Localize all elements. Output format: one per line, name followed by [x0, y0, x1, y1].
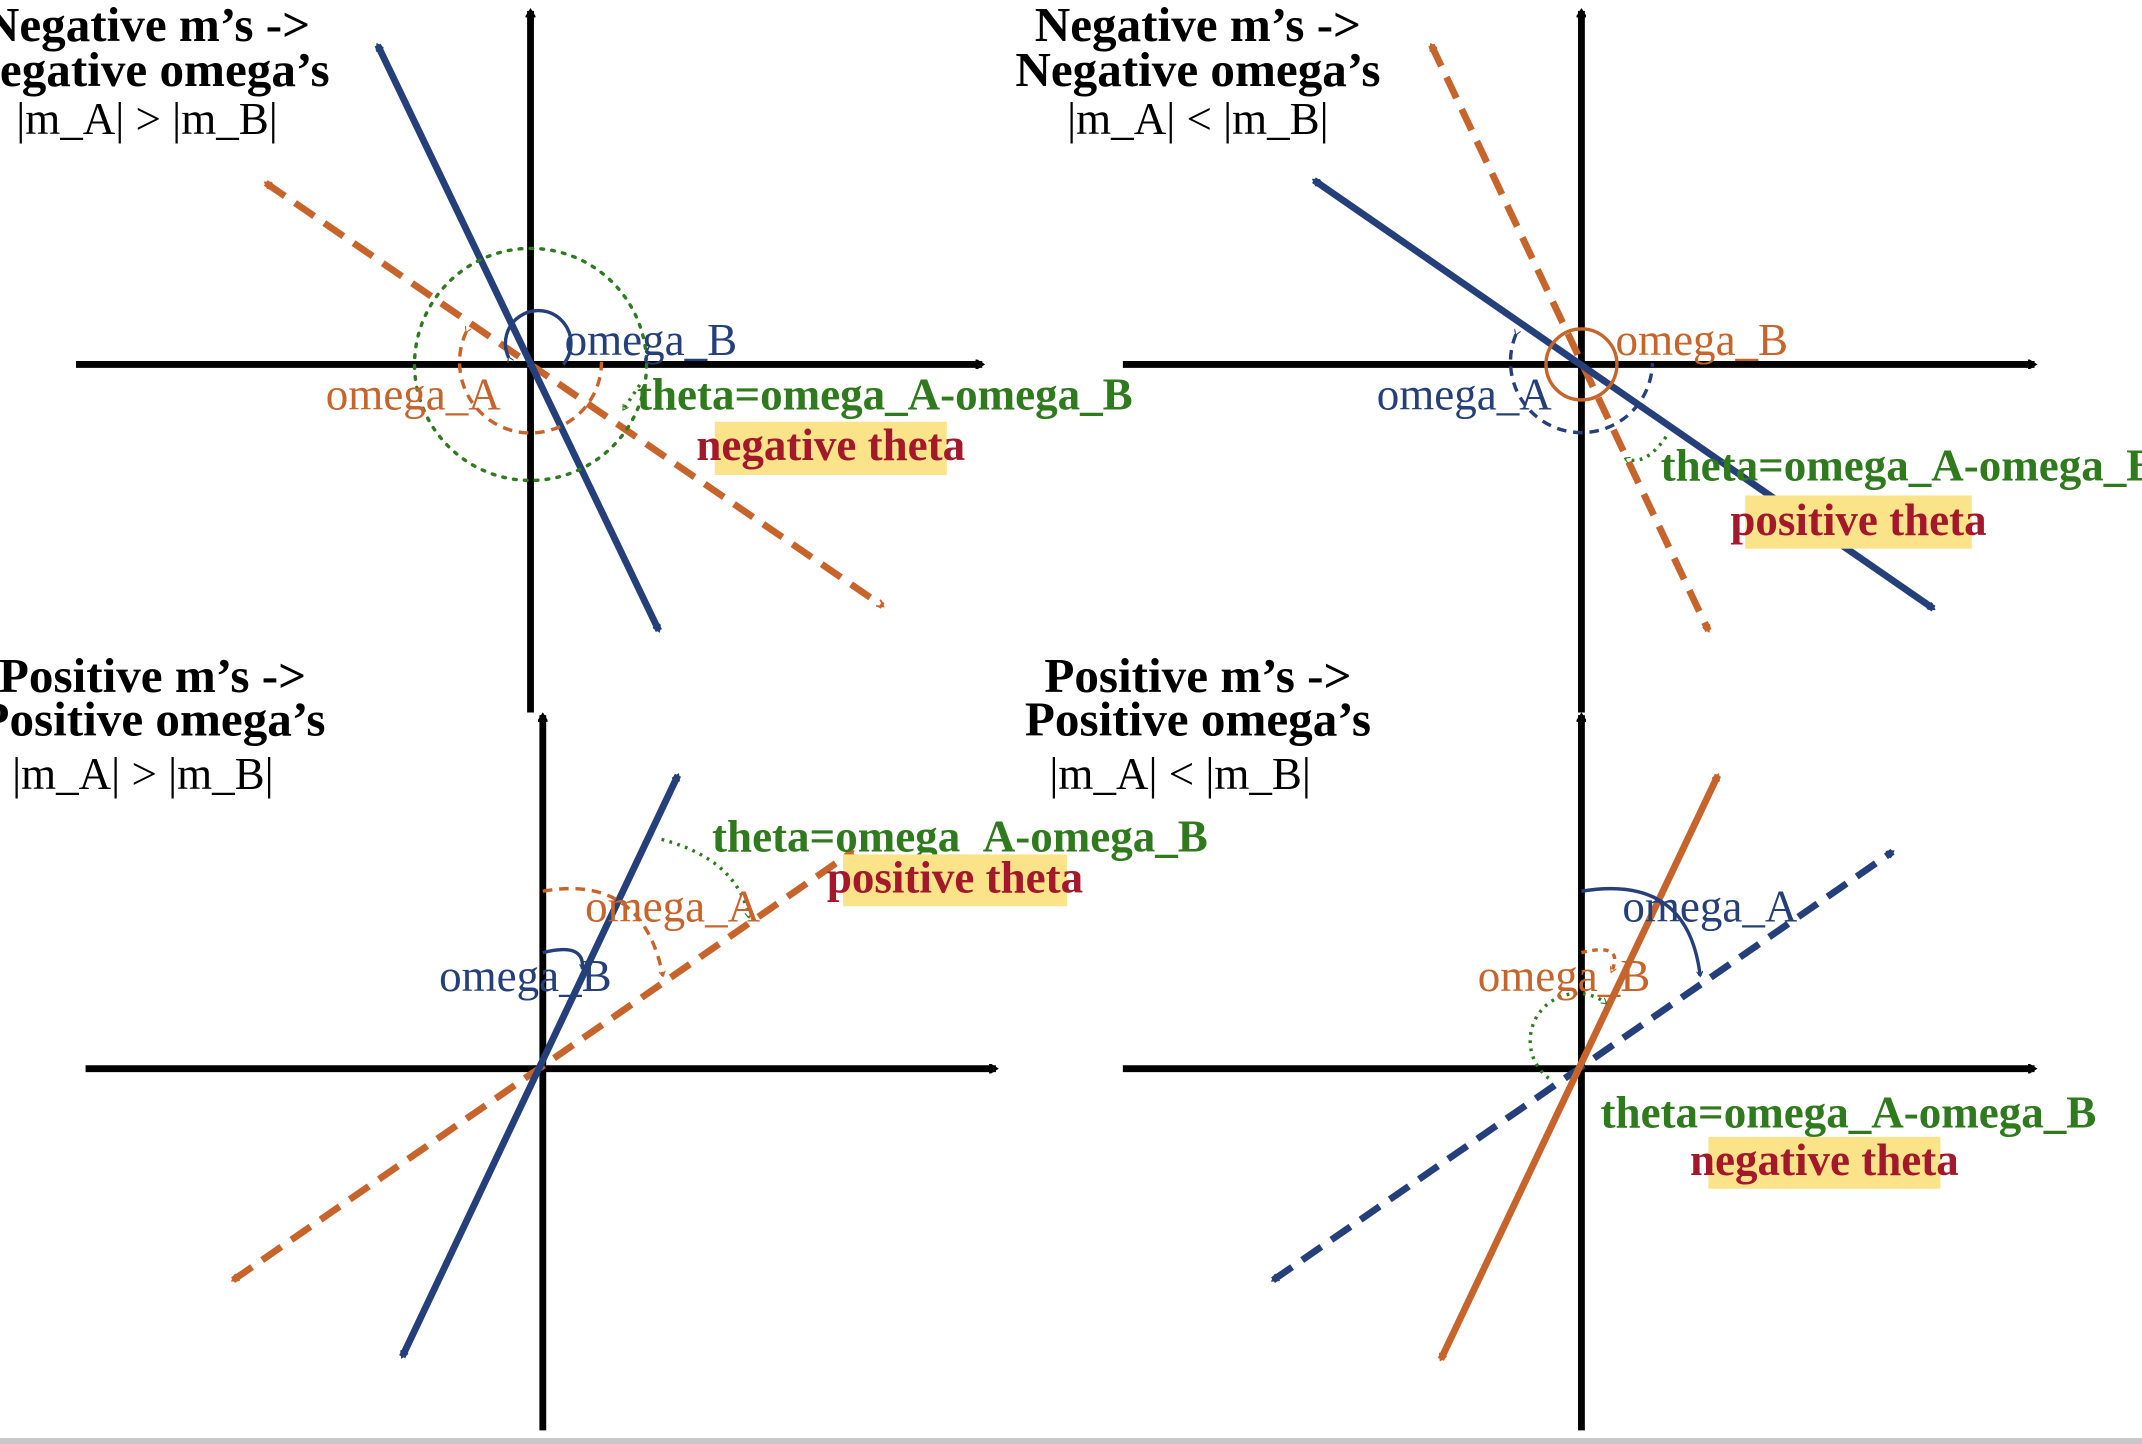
omega-b-label: omega_B [439, 951, 612, 1001]
theta-arc [661, 837, 749, 917]
panel-title-line1: Positive m’s -> [0, 648, 306, 703]
panel-top-left: Negative m’s -> Negative omega’s |m_A| >… [0, 0, 1133, 713]
panel-title-line2: Positive omega’s [0, 692, 325, 747]
omega-b-arc [1544, 327, 1619, 402]
omega-b-arc [1581, 948, 1614, 972]
omega-b-label: omega_B [1616, 315, 1789, 365]
window-bottom-border [0, 1438, 2142, 1444]
line-a-solid [1437, 775, 1722, 1359]
magnitude-condition: |m_A| < |m_B| [1067, 94, 1329, 144]
panel-title-line1: Positive m’s -> [1044, 648, 1351, 703]
panel-title-line2: Negative omega’s [1015, 42, 1380, 97]
omega-a-arc [1581, 886, 1700, 976]
magnitude-condition: |m_A| > |m_B| [16, 94, 278, 144]
sign-highlight [714, 421, 947, 475]
omega-a-label: omega_A [1377, 369, 1552, 419]
panel-bottom-right: Positive m’s -> Positive omega’s |m_A| <… [1025, 648, 2097, 1431]
magnitude-condition: |m_A| > |m_B| [12, 749, 274, 799]
line-b-solid [374, 45, 662, 631]
panel-bottom-left: Positive m’s -> Positive omega’s |m_A| >… [0, 648, 1208, 1431]
omega-a-label: omega_A [1622, 881, 1797, 931]
omega-b-arc [503, 308, 573, 366]
omega-a-label: omega_A [326, 369, 501, 419]
panel-top-right: Negative m’s -> Negative omega’s |m_A| <… [1015, 0, 2142, 713]
omega-b-label: omega_B [565, 315, 738, 365]
theta-formula-label: theta=omega_A-omega_B [1661, 440, 2142, 490]
panel-title-line1: Negative m’s -> [1035, 0, 1361, 52]
line-b-solid [399, 775, 682, 1356]
sign-highlight [1745, 495, 1972, 549]
omega-a-arc [1508, 334, 1655, 435]
theta-sign-label: negative theta [1690, 1135, 1959, 1185]
theta-formula-label: theta=omega_A-omega_B [712, 812, 1208, 862]
theta-sign-label: negative theta [696, 420, 965, 470]
omega-b-label: omega_B [1478, 951, 1651, 1001]
theta-sign-label: positive theta [1730, 495, 1986, 545]
magnitude-condition: |m_A| < |m_B| [1049, 749, 1311, 799]
theta-formula-label: theta=omega_A-omega_B [1601, 1087, 2097, 1137]
sign-highlight [843, 854, 1067, 907]
panel-title-line1: Negative m’s -> [0, 0, 310, 52]
panel-title-line2: Positive omega’s [1025, 692, 1371, 747]
panel-title-line2: Negative omega’s [0, 42, 330, 97]
theta-pointer [621, 383, 642, 410]
omega-a-arc [457, 332, 604, 435]
theta-sign-label: positive theta [827, 853, 1083, 903]
omega-b-arc [542, 947, 583, 969]
theta-arc [1528, 991, 1606, 1080]
sign-highlight [1708, 1136, 1941, 1189]
theta-arc [412, 246, 649, 483]
omega-a-label: omega_A [585, 881, 760, 931]
omega-a-arc [542, 886, 663, 976]
theta-formula-label: theta=omega_A-omega_B [637, 369, 1133, 419]
